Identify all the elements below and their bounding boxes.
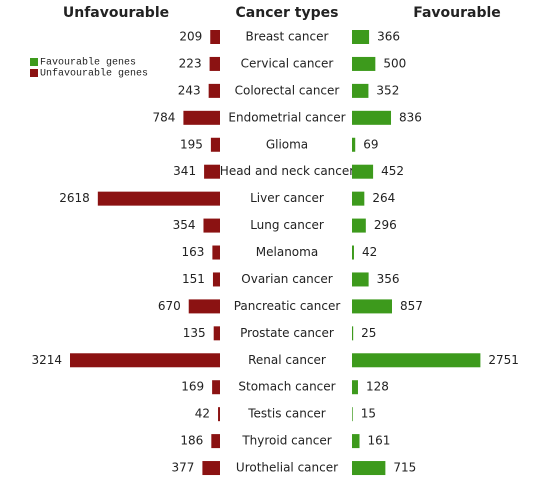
bar — [212, 245, 220, 260]
bar — [203, 218, 220, 233]
bar — [352, 353, 481, 368]
bar — [352, 137, 356, 152]
value-label: 784 — [153, 110, 176, 124]
bar — [352, 326, 354, 341]
left-title: Unfavourable — [63, 5, 169, 21]
bar — [218, 407, 220, 422]
value-label: 169 — [181, 380, 204, 394]
bar — [183, 110, 220, 125]
value-label: 366 — [377, 30, 400, 44]
category-label: Breast cancer — [246, 30, 329, 44]
category-label: Glioma — [266, 137, 308, 151]
value-label: 2751 — [488, 353, 519, 367]
value-label: 2618 — [59, 191, 90, 205]
value-label: 341 — [173, 164, 196, 178]
value-label: 223 — [179, 56, 202, 70]
bar — [211, 434, 220, 449]
value-label: 151 — [182, 272, 205, 286]
bar — [213, 326, 220, 341]
bar — [204, 164, 220, 179]
category-label: Pancreatic cancer — [234, 299, 341, 313]
value-label: 377 — [171, 461, 194, 475]
bar — [352, 380, 358, 395]
value-label: 161 — [368, 434, 391, 448]
value-label: 354 — [173, 218, 196, 232]
bar — [352, 461, 386, 476]
value-label: 42 — [362, 245, 377, 259]
value-label: 163 — [181, 245, 204, 259]
bar — [70, 353, 220, 368]
bar — [210, 30, 220, 44]
bar — [352, 245, 354, 260]
value-label: 3214 — [31, 353, 62, 367]
value-label: 209 — [179, 30, 202, 44]
bar — [352, 83, 369, 98]
category-label: Head and neck cancer — [220, 164, 354, 178]
category-label: Liver cancer — [250, 191, 324, 205]
bar — [352, 218, 366, 233]
value-label: 42 — [195, 407, 210, 421]
category-label: Stomach cancer — [238, 380, 335, 394]
value-label: 670 — [158, 299, 181, 313]
value-label: 243 — [178, 83, 201, 97]
bar — [352, 434, 360, 449]
value-label: 715 — [393, 461, 416, 475]
bar — [352, 191, 365, 206]
category-label: Thyroid cancer — [241, 434, 331, 448]
bar — [212, 380, 220, 395]
bar — [352, 30, 370, 44]
category-label: Ovarian cancer — [241, 272, 332, 286]
legend-swatch — [30, 58, 38, 66]
bar — [188, 299, 220, 314]
value-label: 25 — [361, 326, 376, 340]
bar — [352, 164, 374, 179]
category-label: Colorectal cancer — [235, 83, 340, 97]
bar — [352, 407, 353, 422]
bar — [97, 191, 220, 206]
category-label: Melanoma — [256, 245, 318, 259]
value-label: 15 — [361, 407, 376, 421]
bar — [352, 110, 392, 125]
value-label: 186 — [180, 434, 203, 448]
legend-label: Unfavourable genes — [40, 68, 148, 80]
category-label: Prostate cancer — [240, 326, 334, 340]
value-label: 857 — [400, 299, 423, 313]
value-label: 264 — [372, 191, 395, 205]
value-label: 836 — [399, 110, 422, 124]
value-label: 352 — [376, 83, 399, 97]
bar — [209, 56, 220, 71]
bar — [202, 461, 220, 476]
value-label: 69 — [363, 137, 378, 151]
value-label: 500 — [383, 56, 406, 70]
category-label: Renal cancer — [248, 353, 326, 367]
category-label: Endometrial cancer — [228, 110, 345, 124]
legend-swatch — [30, 69, 38, 77]
bar — [352, 272, 369, 287]
center-title: Cancer types — [236, 5, 339, 21]
value-label: 452 — [381, 164, 404, 178]
value-label: 135 — [183, 326, 206, 340]
bar — [212, 272, 220, 287]
right-title: Favourable — [413, 5, 501, 21]
bar — [210, 137, 220, 152]
bar — [352, 56, 376, 71]
category-label: Cervical cancer — [241, 56, 334, 70]
value-label: 195 — [180, 137, 203, 151]
bar — [208, 83, 220, 98]
value-label: 296 — [374, 218, 397, 232]
category-label: Lung cancer — [250, 218, 324, 232]
category-label: Testis cancer — [247, 407, 326, 421]
bar — [352, 299, 392, 314]
category-label: Urothelial cancer — [236, 461, 338, 475]
value-label: 128 — [366, 380, 389, 394]
value-label: 356 — [377, 272, 400, 286]
legend-label: Favourable genes — [40, 57, 136, 69]
